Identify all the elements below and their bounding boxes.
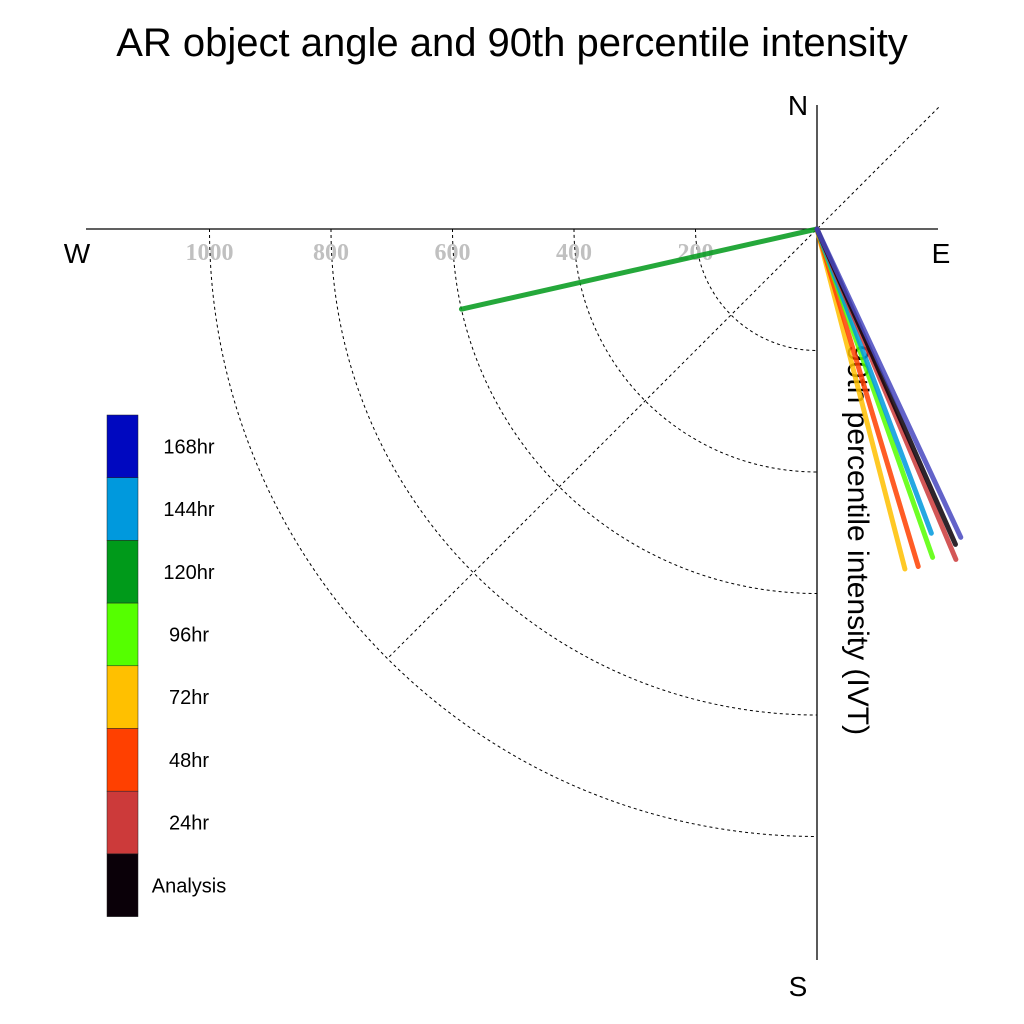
vector-48hr <box>814 226 921 569</box>
north-label: N <box>788 90 808 121</box>
legend-swatch-168hr <box>106 414 139 478</box>
south-label: S <box>789 971 808 1002</box>
compass-axes <box>86 105 938 960</box>
grid-arc-1000 <box>209 228 818 837</box>
grid-arc-600 <box>452 228 818 594</box>
legend-swatch-analysis <box>106 853 139 917</box>
legend-label-168hr: 168hr <box>163 436 214 458</box>
legend-label-72hr: 72hr <box>169 687 209 709</box>
legend-swatch-72hr <box>106 665 139 729</box>
polar-grid <box>209 107 939 837</box>
legend-label-144hr: 144hr <box>163 499 214 521</box>
series-vectors <box>458 226 964 572</box>
radial-axis-label: 90th percentile intensity (IVT) <box>841 345 874 735</box>
vector-168hr <box>814 226 964 540</box>
legend: 168hr 144hr 120hr 96hr 72hr 48hr 24hr Analysis <box>106 414 226 917</box>
legend-swatch-96hr <box>106 602 139 667</box>
grid-diagonal-line <box>387 107 939 659</box>
legend-swatch-144hr <box>106 477 139 541</box>
east-label: E <box>932 238 951 269</box>
tick-label-400: 400 <box>556 240 592 266</box>
legend-label-analysis: Analysis <box>152 875 226 897</box>
legend-swatch-24hr <box>106 790 139 855</box>
legend-label-24hr: 24hr <box>169 813 209 835</box>
chart-title: AR object angle and 90th percentile inte… <box>116 21 908 65</box>
tick-label-1000: 1000 <box>186 240 234 266</box>
tick-label-800: 800 <box>313 240 349 266</box>
grid-arc-800 <box>330 228 818 716</box>
legend-label-48hr: 48hr <box>169 750 209 772</box>
west-label: W <box>64 238 91 269</box>
legend-label-96hr: 96hr <box>169 624 209 646</box>
legend-label-120hr: 120hr <box>163 562 214 584</box>
tick-label-600: 600 <box>435 240 471 266</box>
legend-swatch-48hr <box>106 728 139 792</box>
vector-120hr <box>458 226 820 312</box>
legend-swatch-120hr <box>106 540 139 604</box>
